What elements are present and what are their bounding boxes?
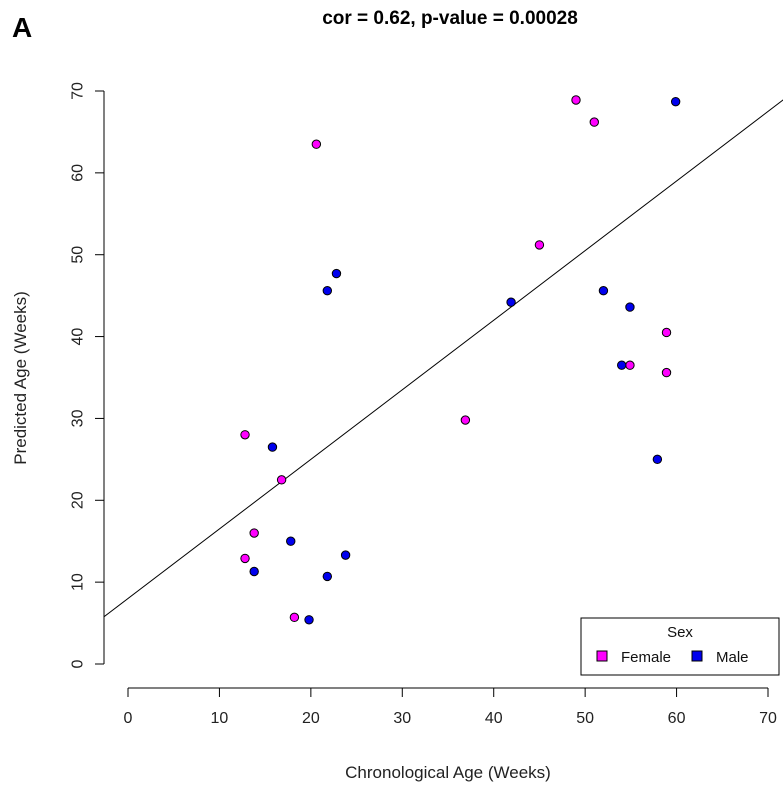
x-tick-label: 70: [759, 710, 777, 727]
y-tick-label: 20: [70, 491, 87, 509]
point-female: [589, 117, 599, 127]
point-female: [534, 240, 545, 250]
y-axis-label: Predicted Age (Weeks): [11, 291, 30, 465]
y-tick-label: 60: [70, 164, 87, 182]
point-female: [249, 528, 259, 538]
legend-label-female: Female: [621, 649, 671, 666]
y-tick-label: 40: [70, 328, 87, 346]
point-female: [571, 95, 581, 105]
point-female: [661, 327, 672, 338]
x-tick-label: 60: [668, 710, 686, 727]
point-male: [617, 360, 627, 370]
legend-box: [580, 617, 780, 676]
y-tick-label: 50: [70, 246, 87, 264]
legend-swatch-female: [596, 650, 608, 662]
point-male: [598, 286, 609, 296]
y-tick-label: 30: [70, 409, 87, 427]
x-tick-label: 30: [393, 710, 411, 727]
legend-swatch-male: [691, 650, 703, 662]
x-axis: 0 10 20 30 40 50 60 70: [124, 687, 777, 727]
point-male: [322, 286, 333, 296]
points-layer: [240, 95, 681, 625]
point-male: [670, 96, 681, 107]
point-male: [267, 442, 278, 452]
x-axis-label: Chronological Age (Weeks): [345, 763, 551, 782]
x-tick-label: 40: [485, 710, 503, 727]
panel-label: A: [12, 12, 33, 43]
x-tick-label: 50: [576, 710, 594, 727]
point-female: [276, 475, 287, 485]
point-female: [625, 360, 635, 370]
point-male: [506, 297, 516, 307]
y-axis: 0 10 20 30 40 50 60 70: [70, 82, 105, 668]
point-male: [331, 268, 342, 279]
point-male: [249, 566, 259, 577]
point-male: [340, 550, 351, 560]
point-male: [304, 615, 314, 625]
legend: Sex Female Male: [580, 617, 780, 676]
point-female: [289, 612, 300, 623]
point-male: [322, 571, 333, 582]
legend-label-male: Male: [716, 649, 749, 666]
x-tick-label: 20: [302, 710, 320, 727]
point-female: [661, 367, 672, 378]
legend-title: Sex: [667, 624, 693, 641]
y-tick-label: 70: [70, 82, 87, 100]
point-female: [311, 139, 322, 149]
x-tick-label: 10: [211, 710, 229, 727]
chart-title: cor = 0.62, p-value = 0.00028: [322, 8, 578, 29]
point-male: [286, 536, 296, 546]
x-tick-label: 0: [124, 710, 133, 727]
point-female: [460, 415, 471, 425]
y-tick-label: 10: [70, 573, 87, 591]
point-male: [625, 302, 635, 312]
point-male: [652, 454, 663, 465]
point-female: [240, 430, 250, 440]
y-tick-label: 0: [70, 659, 87, 668]
regression-line: [104, 99, 783, 618]
point-female: [240, 553, 250, 564]
regression-line-layer: [104, 99, 783, 618]
